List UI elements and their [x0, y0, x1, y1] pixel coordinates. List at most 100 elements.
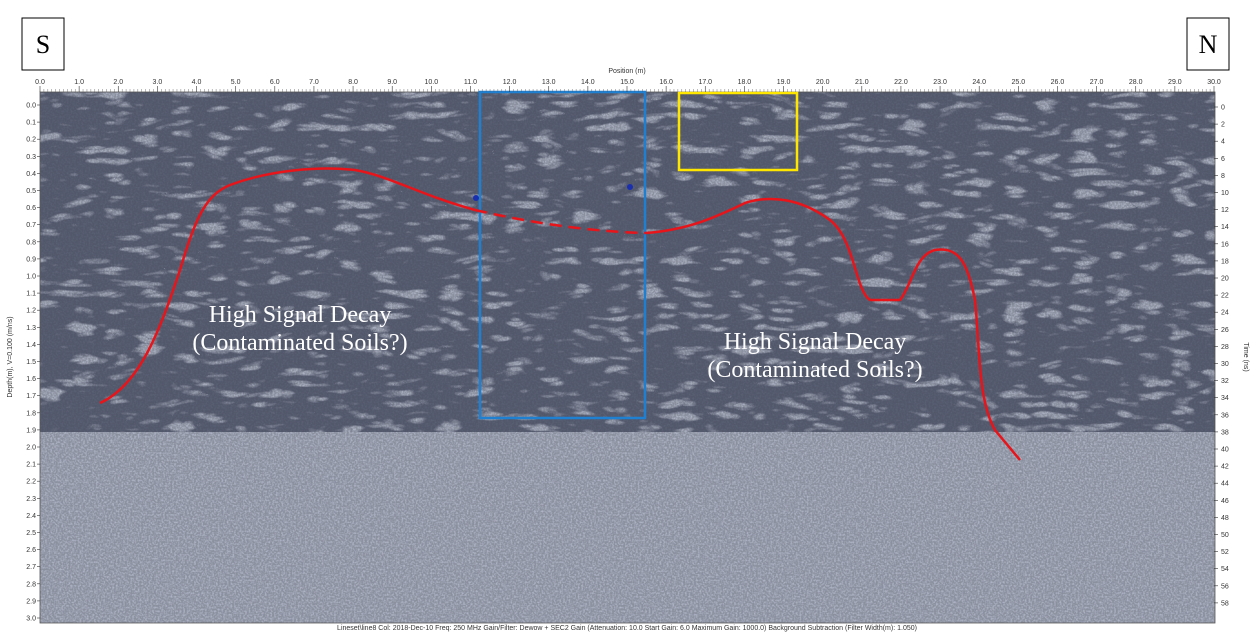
- time-label: 6: [1221, 156, 1225, 163]
- position-label: 4.0: [192, 79, 202, 86]
- time-label: 50: [1221, 532, 1229, 539]
- annotation: High Signal Decay: [724, 329, 907, 355]
- depth-label: 2.3: [26, 496, 36, 503]
- depth-label: 0.5: [26, 188, 36, 195]
- position-label: 5.0: [231, 79, 241, 86]
- time-label: 18: [1221, 258, 1229, 265]
- position-label: 29.0: [1168, 79, 1182, 86]
- depth-label: 0.0: [26, 103, 36, 110]
- time-label: 10: [1221, 190, 1229, 197]
- time-label: 24: [1221, 310, 1229, 317]
- position-label: 21.0: [855, 79, 869, 86]
- depth-label: 2.1: [26, 462, 36, 469]
- position-label: 19.0: [777, 79, 791, 86]
- right-axis-title: Time (ns): [1242, 342, 1249, 371]
- depth-label: 1.8: [26, 410, 36, 417]
- depth-label: 3.0: [26, 616, 36, 623]
- time-label: 0: [1221, 105, 1225, 112]
- time-label: 44: [1221, 481, 1229, 488]
- point-marker: [627, 184, 633, 190]
- north-label: N: [1199, 30, 1218, 59]
- time-label: 52: [1221, 549, 1229, 556]
- position-label: 8.0: [348, 79, 358, 86]
- depth-label: 0.6: [26, 205, 36, 212]
- position-label: 24.0: [972, 79, 986, 86]
- depth-label: 0.3: [26, 154, 36, 161]
- time-label: 8: [1221, 173, 1225, 180]
- depth-label: 2.9: [26, 598, 36, 605]
- depth-label: 1.0: [26, 274, 36, 281]
- depth-label: 1.4: [26, 342, 36, 349]
- depth-label: 0.4: [26, 171, 36, 178]
- depth-label: 1.6: [26, 376, 36, 383]
- depth-label: 1.7: [26, 393, 36, 400]
- time-label: 20: [1221, 276, 1229, 283]
- position-label: 26.0: [1051, 79, 1065, 86]
- position-label: 14.0: [581, 79, 595, 86]
- depth-label: 2.0: [26, 445, 36, 452]
- position-label: 11.0: [464, 79, 477, 86]
- position-label: 30.0: [1207, 79, 1221, 86]
- depth-label: 1.2: [26, 308, 36, 315]
- position-label: 16.0: [659, 79, 673, 86]
- depth-label: 2.4: [26, 513, 36, 520]
- time-label: 28: [1221, 344, 1229, 351]
- position-label: 7.0: [309, 79, 319, 86]
- south-label: S: [36, 30, 50, 59]
- position-label: 28.0: [1129, 79, 1143, 86]
- time-label: 2: [1221, 122, 1225, 129]
- time-label: 4: [1221, 139, 1225, 146]
- position-label: 18.0: [738, 79, 752, 86]
- position-label: 17.0: [698, 79, 712, 86]
- position-label: 27.0: [1090, 79, 1104, 86]
- time-label: 26: [1221, 327, 1229, 334]
- top-axis-title: Position (m): [608, 68, 645, 75]
- depth-label: 0.8: [26, 239, 36, 246]
- time-label: 48: [1221, 515, 1229, 522]
- position-label: 9.0: [387, 79, 397, 86]
- position-label: 10.0: [425, 79, 439, 86]
- position-label: 25.0: [1012, 79, 1026, 86]
- depth-label: 2.2: [26, 479, 36, 486]
- depth-label: 0.7: [26, 222, 36, 229]
- footer-caption: Lineset\line8 Col: 2018-Dec-10 Freq: 250…: [337, 625, 917, 632]
- position-label: 12.0: [503, 79, 517, 86]
- time-label: 16: [1221, 241, 1229, 248]
- position-label: 0.0: [35, 79, 45, 86]
- time-label: 56: [1221, 583, 1229, 590]
- position-label: 1.0: [74, 79, 84, 86]
- depth-label: 2.7: [26, 564, 36, 571]
- depth-label: 1.9: [26, 427, 36, 434]
- time-label: 38: [1221, 429, 1229, 436]
- time-label: 34: [1221, 395, 1229, 402]
- time-label: 22: [1221, 293, 1229, 300]
- annotation: High Signal Decay: [209, 302, 392, 328]
- time-label: 46: [1221, 498, 1229, 505]
- time-label: 36: [1221, 412, 1229, 419]
- depth-label: 1.3: [26, 325, 36, 332]
- depth-label: 0.9: [26, 256, 36, 263]
- annotation: (Contaminated Soils?): [192, 330, 407, 356]
- depth-label: 2.5: [26, 530, 36, 537]
- position-label: 6.0: [270, 79, 280, 86]
- time-label: 40: [1221, 447, 1229, 454]
- time-label: 58: [1221, 600, 1229, 607]
- depth-label: 2.8: [26, 581, 36, 588]
- depth-label: 1.5: [26, 359, 36, 366]
- position-label: 15.0: [620, 79, 634, 86]
- point-marker: [473, 195, 479, 201]
- position-label: 23.0: [933, 79, 947, 86]
- position-label: 3.0: [153, 79, 163, 86]
- time-label: 30: [1221, 361, 1229, 368]
- time-label: 42: [1221, 464, 1229, 471]
- depth-label: 0.2: [26, 137, 36, 144]
- left-axis-title: Depth(m), V=0.100 (m/ns): [7, 316, 14, 397]
- position-label: 20.0: [816, 79, 830, 86]
- time-label: 14: [1221, 224, 1229, 231]
- position-label: 2.0: [113, 79, 123, 86]
- position-label: 13.0: [542, 79, 556, 86]
- time-label: 32: [1221, 378, 1229, 385]
- depth-label: 1.1: [26, 291, 36, 298]
- time-label: 12: [1221, 207, 1229, 214]
- time-label: 54: [1221, 566, 1229, 573]
